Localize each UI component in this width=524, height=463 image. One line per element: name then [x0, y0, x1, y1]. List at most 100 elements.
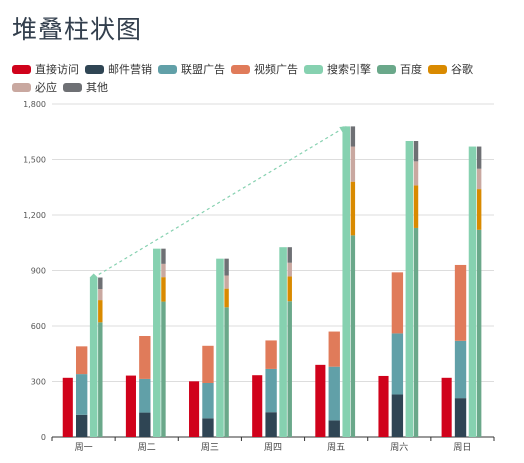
bar: [413, 141, 419, 162]
legend-swatch: [428, 64, 447, 74]
bar: [98, 289, 103, 301]
legend-item[interactable]: 视频广告: [231, 62, 298, 76]
markline: [93, 125, 347, 279]
markline-start-symbol: [89, 273, 98, 282]
legend-label: 必应: [35, 81, 57, 94]
y-tick-label: 1,500: [23, 156, 46, 165]
bar: [125, 375, 136, 437]
bar: [350, 235, 356, 437]
bar: [350, 181, 356, 236]
x-tick-label: 周三: [201, 442, 219, 453]
legend-swatch: [304, 64, 323, 74]
bar: [62, 377, 73, 437]
bar: [476, 168, 482, 190]
bar: [476, 189, 482, 230]
legend-swatch: [158, 64, 177, 74]
legend-label: 谷歌: [451, 63, 473, 76]
bar: [405, 141, 414, 437]
bar: [153, 248, 161, 437]
x-tick-label: 周四: [264, 442, 282, 453]
bar: [75, 346, 88, 375]
bar: [202, 418, 214, 437]
y-tick-label: 300: [31, 378, 46, 387]
bar: [75, 414, 88, 437]
x-tick-label: 周五: [327, 442, 345, 453]
bar: [476, 146, 482, 169]
bar: [224, 275, 229, 289]
bar: [89, 277, 98, 437]
legend: 直接访问 邮件营销 联盟广告 视频广告 搜索引擎 百度 谷歌必应 其他: [12, 62, 512, 94]
bar: [287, 276, 292, 302]
legend-label: 其他: [86, 81, 108, 94]
legend-item[interactable]: 联盟广告: [158, 62, 225, 76]
bar: [265, 412, 277, 437]
legend-label: 直接访问: [35, 63, 79, 76]
legend-item[interactable]: 谷歌: [428, 62, 473, 76]
bar: [224, 307, 229, 437]
y-tick-label: 600: [31, 322, 46, 331]
chart-title: 堆叠柱状图: [12, 15, 143, 44]
bar: [454, 398, 467, 437]
bar: [454, 340, 467, 399]
bar: [161, 301, 166, 437]
legend-label: 邮件营销: [108, 63, 152, 76]
bar: [391, 272, 404, 334]
bar: [350, 146, 356, 182]
y-tick-label: 1,200: [23, 211, 46, 220]
bar: [161, 248, 166, 264]
legend-swatch: [63, 82, 82, 92]
legend-label: 联盟广告: [181, 63, 225, 76]
markline-end-arrow: [339, 126, 347, 133]
legend-item[interactable]: 直接访问: [12, 62, 79, 76]
legend-item[interactable]: 必应: [12, 80, 57, 94]
legend-swatch: [12, 82, 31, 92]
legend-item[interactable]: 邮件营销: [85, 62, 152, 76]
bar: [413, 227, 419, 437]
bar: [476, 229, 482, 437]
bar: [391, 394, 404, 437]
bar: [75, 374, 88, 415]
bar: [161, 263, 166, 278]
bar: [216, 258, 224, 437]
x-tick-label: 周一: [75, 442, 93, 453]
bar: [342, 126, 351, 437]
legend-label: 百度: [400, 63, 422, 76]
legend-swatch: [12, 64, 31, 74]
bar: [161, 277, 166, 302]
legend-swatch: [231, 64, 250, 74]
bar: [328, 420, 340, 437]
bar: [279, 247, 287, 437]
bar: [139, 378, 151, 413]
bar: [202, 382, 214, 419]
bar: [265, 368, 277, 413]
bar: [315, 364, 326, 437]
bar: [189, 381, 200, 437]
legend-label: 视频广告: [254, 63, 298, 76]
bar: [413, 161, 419, 186]
bar: [391, 333, 404, 395]
y-tick-label: 0: [41, 433, 46, 442]
bar: [287, 262, 292, 277]
bar: [328, 331, 340, 367]
legend-item[interactable]: 其他: [63, 80, 108, 94]
x-tick-label: 周六: [390, 441, 408, 453]
bar: [468, 146, 477, 438]
bar: [328, 366, 340, 421]
bar: [139, 335, 151, 379]
bar: [350, 126, 356, 147]
bar: [98, 322, 103, 437]
bar: [252, 375, 263, 437]
x-tick-label: 周二: [138, 442, 156, 453]
bar: [454, 264, 467, 341]
bar: [224, 288, 229, 308]
legend-item[interactable]: 搜索引擎: [304, 62, 371, 76]
bar: [202, 345, 214, 383]
legend-item[interactable]: 百度: [377, 62, 422, 76]
bar: [98, 277, 103, 289]
legend-swatch: [377, 64, 396, 74]
bar: [413, 185, 419, 228]
bar: [441, 377, 452, 437]
bar: [265, 340, 277, 369]
y-tick-label: 1,800: [23, 100, 46, 109]
